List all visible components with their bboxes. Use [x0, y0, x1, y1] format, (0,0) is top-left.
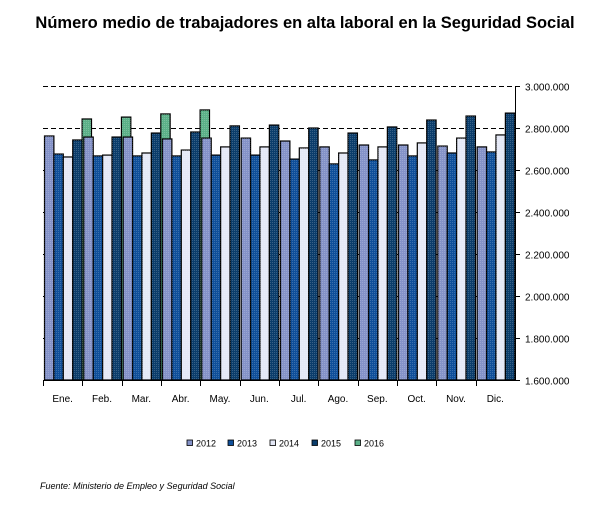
bar-texture: [377, 146, 388, 380]
bar-texture: [102, 155, 113, 380]
bar-texture: [387, 126, 397, 380]
x-tick-label: Dic.: [487, 394, 504, 405]
bar-texture: [171, 155, 182, 380]
bar-texture: [250, 155, 260, 380]
bar-texture: [505, 113, 515, 380]
bar-texture: [437, 146, 448, 380]
x-tick-label: Sep.: [367, 394, 388, 405]
bars: [43, 109, 516, 381]
bar-texture: [348, 133, 358, 380]
source-note: Fuente: Ministerio de Empleo y Seguridad…: [40, 481, 235, 491]
bar-texture: [93, 155, 103, 380]
bar-texture: [123, 137, 133, 380]
bar-texture: [181, 150, 191, 380]
bar-texture: [112, 137, 122, 380]
bar-texture: [83, 137, 94, 380]
bar-texture: [141, 152, 152, 380]
legend-label-2012: 2012: [196, 439, 216, 449]
x-tick-label: May.: [210, 394, 231, 405]
bar-texture: [338, 152, 349, 380]
bar-texture: [329, 163, 339, 380]
x-tick-label: Abr.: [172, 394, 190, 405]
legend-label-2015: 2015: [321, 439, 341, 449]
bar-texture: [132, 155, 142, 380]
bar-texture: [368, 159, 378, 380]
bar-texture: [299, 147, 309, 380]
x-axis-ticks: Ene. Feb. Mar. Abr. May. Jun. Jul. Ago. Sep. Oct.…: [43, 380, 504, 405]
bar-texture: [289, 159, 300, 380]
legend-swatch-2016: [354, 439, 361, 446]
bar-texture: [417, 142, 427, 380]
x-tick-label: Mar.: [132, 394, 151, 405]
y-tick-label: 3.000.000: [525, 83, 570, 94]
bar-texture: [241, 138, 251, 380]
legend-label-2014: 2014: [279, 439, 299, 449]
bar-texture: [359, 145, 369, 380]
bar-texture: [190, 131, 201, 380]
legend-label-2013: 2013: [237, 439, 257, 449]
y-tick-label: 1.600.000: [525, 377, 570, 388]
bar-texture: [477, 146, 487, 380]
bar-texture: [447, 152, 457, 380]
y-tick-label: 1.800.000: [525, 335, 570, 346]
x-tick-label: Nov.: [446, 394, 466, 405]
x-tick-label: Jul.: [291, 394, 307, 405]
x-tick-label: Oct.: [407, 394, 425, 405]
legend-label-2016: 2016: [364, 439, 384, 449]
legend: 2012 2013 2014 2015 2016: [186, 439, 384, 449]
bar-texture: [44, 135, 54, 380]
x-tick-label: Ago.: [328, 394, 349, 405]
chart-title: Número medio de trabajadores en alta lab…: [35, 14, 575, 32]
legend-swatch-2012: [186, 439, 193, 446]
y-axis-ticks: 1.600.000 1.800.000 2.000.000 2.200.000 2.40…: [515, 83, 570, 388]
legend-swatch-2013: [227, 439, 234, 446]
bar-texture: [151, 133, 161, 380]
y-tick-label: 2.000.000: [525, 293, 570, 304]
bar-texture: [220, 146, 231, 380]
bar-texture: [407, 155, 418, 380]
bar-texture: [259, 146, 270, 380]
bar-texture: [230, 125, 240, 381]
bar-texture: [398, 145, 408, 380]
bar-texture: [269, 125, 279, 380]
y-tick-label: 2.600.000: [525, 167, 570, 178]
y-tick-label: 2.400.000: [525, 209, 570, 220]
x-tick-label: Feb.: [92, 394, 112, 405]
bar-texture: [211, 155, 221, 380]
bar-texture: [162, 138, 172, 380]
bar-texture: [466, 116, 476, 380]
bar-texture: [495, 134, 506, 380]
x-tick-label: Jun.: [250, 394, 269, 405]
legend-swatch-2014: [269, 439, 276, 446]
bar-texture: [456, 138, 467, 380]
bar-texture: [72, 139, 83, 380]
y-tick-label: 2.800.000: [525, 125, 570, 136]
bar-texture: [63, 156, 73, 380]
bar-texture: [201, 138, 212, 380]
bar-texture: [53, 154, 64, 380]
bar-texture: [308, 128, 319, 380]
y-tick-label: 2.200.000: [525, 251, 570, 262]
bar-texture: [486, 151, 496, 380]
bar-texture: [426, 120, 437, 381]
x-tick-label: Ene.: [52, 394, 73, 405]
bar-texture: [280, 141, 290, 380]
legend-swatch-2015: [311, 439, 318, 446]
bar-texture: [319, 146, 330, 380]
